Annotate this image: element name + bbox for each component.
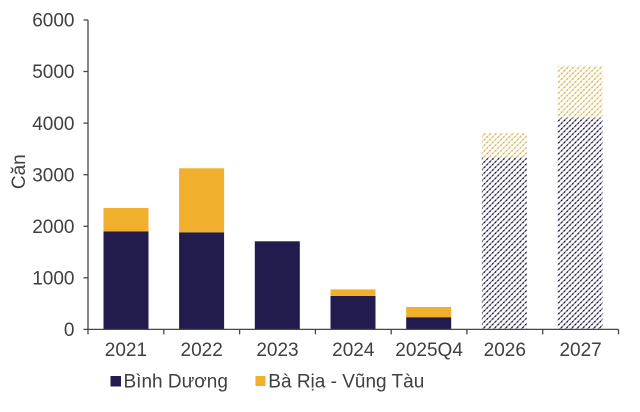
svg-text:6000: 6000 <box>32 11 74 32</box>
svg-text:Bà Rịa - Vũng Tàu: Bà Rịa - Vũng Tàu <box>268 372 424 393</box>
svg-text:2022: 2022 <box>181 340 223 361</box>
svg-text:2024: 2024 <box>332 340 375 361</box>
svg-text:2026: 2026 <box>484 340 526 361</box>
svg-text:3000: 3000 <box>32 165 74 186</box>
svg-text:Căn: Căn <box>9 154 30 189</box>
svg-text:0: 0 <box>64 320 75 341</box>
svg-text:2000: 2000 <box>32 217 74 238</box>
svg-text:5000: 5000 <box>32 62 74 83</box>
svg-text:Bình Dương: Bình Dương <box>124 372 228 393</box>
svg-text:2025Q4: 2025Q4 <box>395 340 463 361</box>
svg-text:2027: 2027 <box>559 340 601 361</box>
svg-text:4000: 4000 <box>32 114 74 135</box>
svg-text:2021: 2021 <box>105 340 147 361</box>
svg-text:1000: 1000 <box>32 269 74 290</box>
svg-text:2023: 2023 <box>256 340 298 361</box>
